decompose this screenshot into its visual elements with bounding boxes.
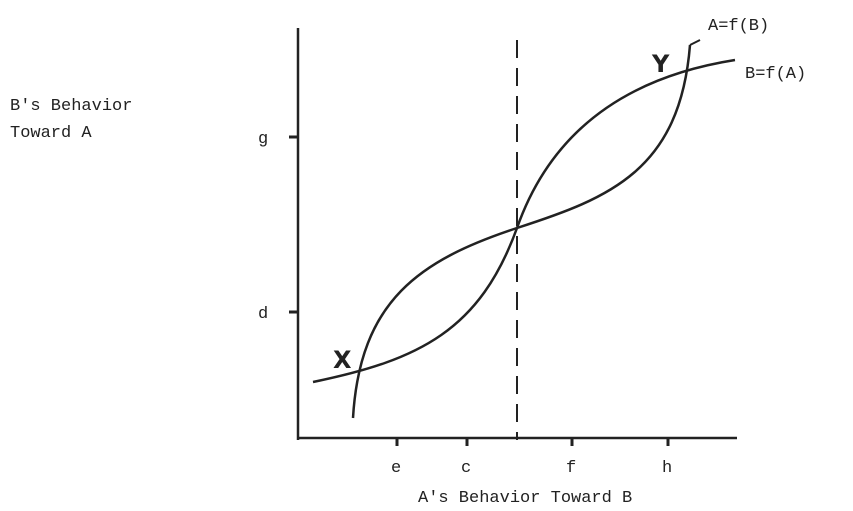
curve-b-of-a (312, 58, 736, 384)
point-label: Y (651, 50, 670, 78)
x-tick-label: h (662, 459, 672, 478)
x-tick-label: f (566, 459, 576, 478)
point-label: X (333, 346, 352, 374)
curve-label: B=f(A) (745, 65, 806, 84)
x-tick-label: e (391, 459, 401, 478)
y-axis-label: B's Behavior (10, 97, 132, 116)
y-tick-label: d (258, 305, 268, 324)
x-tick-label: c (461, 459, 471, 478)
y-tick-label: g (258, 130, 268, 149)
curve-label: A=f(B) (708, 17, 769, 36)
leader (689, 39, 701, 46)
curve-a-of-b (351, 44, 692, 419)
y-axis-label: Toward A (10, 124, 92, 143)
x-axis-label: A's Behavior Toward B (418, 489, 632, 508)
